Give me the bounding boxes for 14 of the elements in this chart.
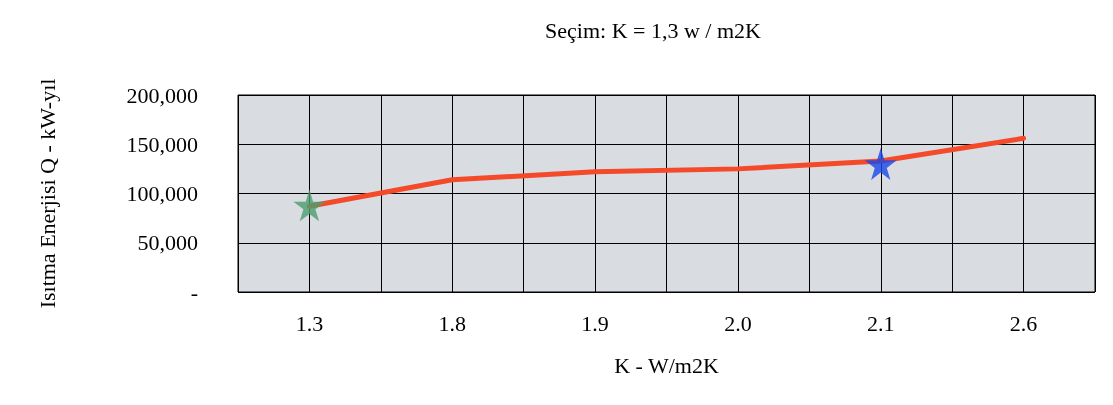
x-tick-label: 1.9 — [581, 310, 609, 336]
x-tick-label: 2.0 — [724, 310, 752, 336]
x-tick-label: 2.1 — [867, 310, 895, 336]
x-tick-label: 2.6 — [1009, 310, 1038, 336]
x-tick-label: 1.8 — [438, 310, 466, 336]
y-tick-label: 200,000 — [126, 82, 198, 108]
y-axis-title: Isıtma Enerjisi Q - kW-yıl — [34, 78, 60, 309]
x-axis-title: K - W/m2K — [614, 352, 719, 378]
y-tick-label: 100,000 — [126, 181, 198, 206]
y-tick-label: 150,000 — [126, 131, 198, 157]
chart-title: Seçim: K = 1,3 w / m2K — [545, 17, 762, 43]
y-tick-label: - — [190, 279, 198, 305]
y-tick-label: 50,000 — [137, 230, 198, 256]
x-tick-label: 1.3 — [295, 310, 324, 336]
